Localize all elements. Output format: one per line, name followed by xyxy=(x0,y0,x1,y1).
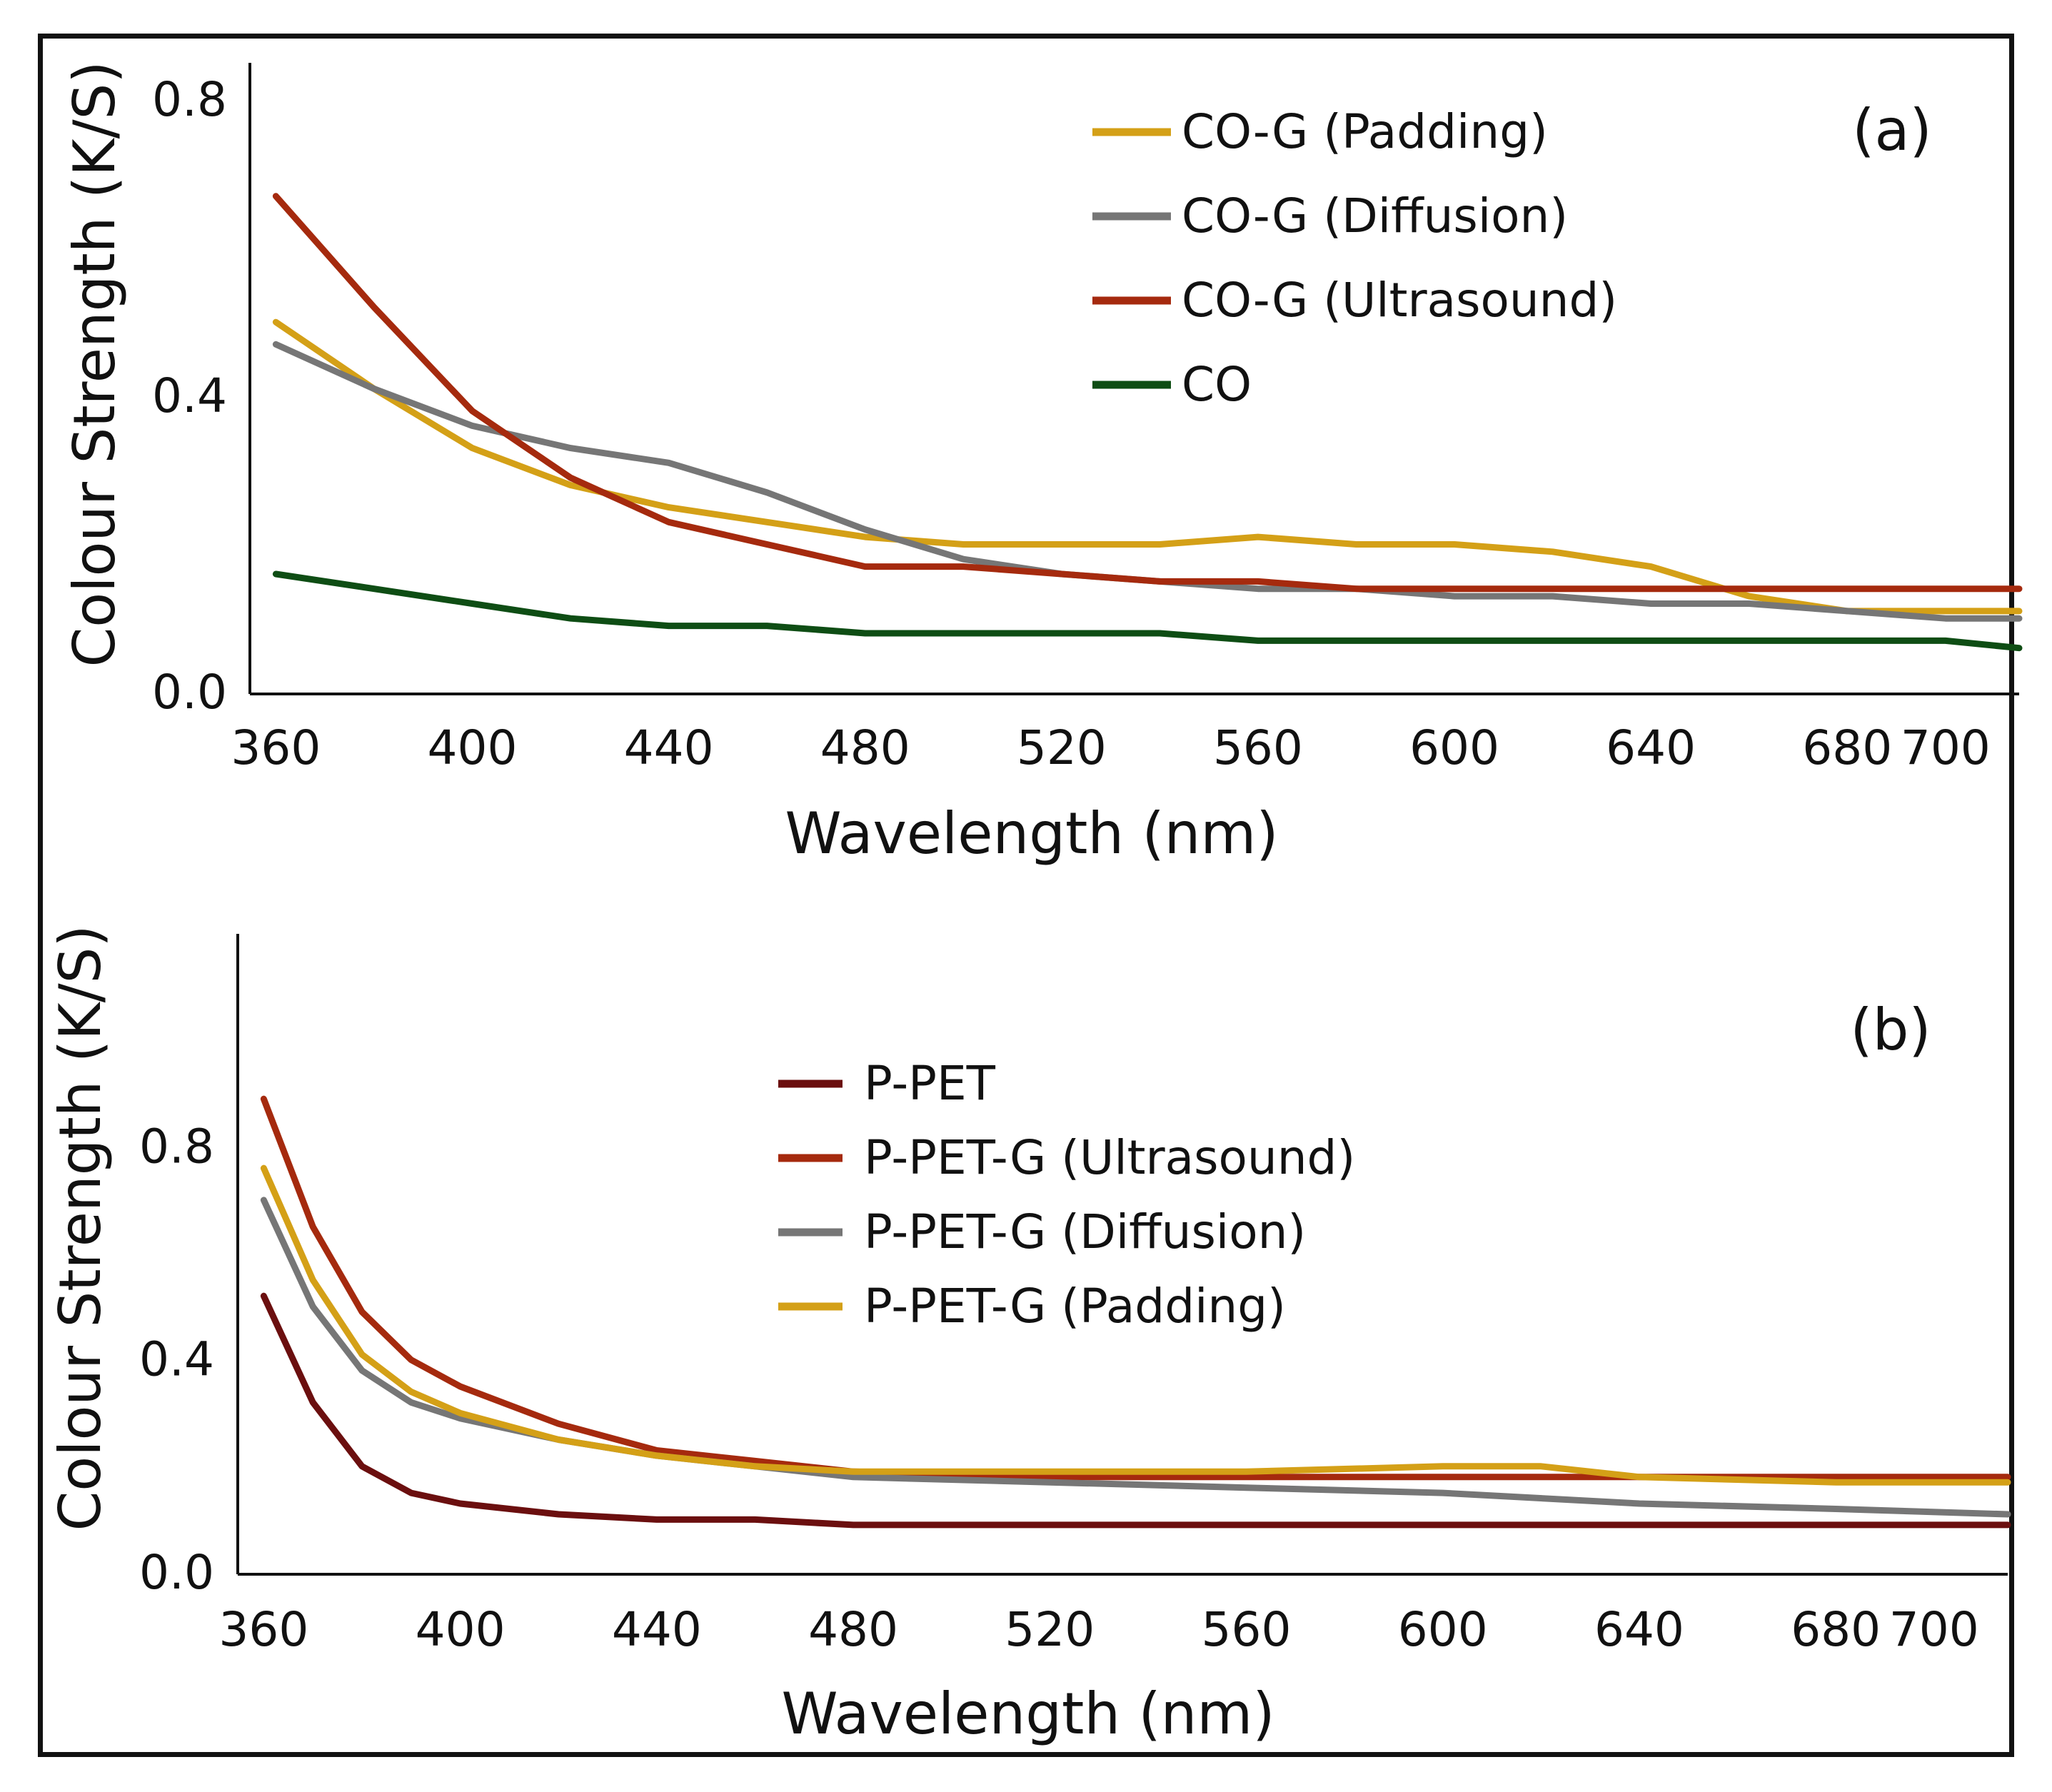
panel-a-legend-label-co-g-ultrasound: CO-G (Ultrasound) xyxy=(1182,273,1617,328)
panel-b-legend-label-p-pet-g-diffusion: P-PET-G (Diffusion) xyxy=(864,1204,1306,1259)
panel-a-x-tick-label: 680 xyxy=(1802,720,1892,775)
panel-a-x-tick-label: 440 xyxy=(624,720,714,775)
panel-b-legend-label-p-pet: P-PET xyxy=(864,1056,996,1111)
panel-b: 0.0 0.4 0.8 360 400 440 480 520 560 600 640 680 700… xyxy=(47,925,2011,1747)
panel-a-legend-label-co: CO xyxy=(1182,357,1252,412)
panel-b-x-tick-label: 440 xyxy=(612,1602,702,1657)
panel-a-series-lines xyxy=(272,193,2023,652)
panel-b-y-tick-label: 0.4 xyxy=(139,1332,214,1387)
panel-b-x-tick-label: 400 xyxy=(416,1602,506,1657)
panel-a-x-tick-label: 480 xyxy=(820,720,910,775)
panel-b-x-tick-label: 640 xyxy=(1594,1602,1684,1657)
panel-a-y-tick-label: 0.4 xyxy=(152,368,227,423)
panel-a-x-tick-label: 640 xyxy=(1606,720,1696,775)
panel-a-x-tick-label: 560 xyxy=(1213,720,1303,775)
panel-a-x-tick-label: 520 xyxy=(1017,720,1107,775)
panel-a-label: (a) xyxy=(1852,97,1931,163)
panel-a-y-tick-label: 0.0 xyxy=(152,665,227,720)
panel-a: 0.0 0.4 0.8 360 400 440 480 520 560 600 640 680 700… xyxy=(61,61,2023,867)
panel-b-x-tick-label: 480 xyxy=(808,1602,898,1657)
panel-a-y-tick-label: 0.8 xyxy=(152,72,227,127)
panel-b-legend-label-p-pet-g-ultrasound: P-PET-G (Ultrasound) xyxy=(864,1130,1355,1185)
panel-b-legend-label-p-pet-g-padding: P-PET-G (Padding) xyxy=(864,1279,1286,1334)
panel-b-x-tick-label: 600 xyxy=(1398,1602,1488,1657)
panel-b-y-tick-label: 0.0 xyxy=(139,1545,214,1600)
panel-b-x-tick-labels: 360 400 440 480 520 560 600 640 680 700 xyxy=(218,1602,1978,1657)
panel-a-x-tick-label: 700 xyxy=(1901,720,1991,775)
panel-a-y-tick-labels: 0.0 0.4 0.8 xyxy=(152,72,227,720)
panel-b-x-tick-label: 700 xyxy=(1889,1602,1979,1657)
panel-b-y-tick-labels: 0.0 0.4 0.8 xyxy=(139,1119,214,1600)
panel-b-y-tick-label: 0.8 xyxy=(139,1119,214,1174)
panel-b-x-tick-label: 680 xyxy=(1791,1602,1881,1657)
panel-a-x-axis-title: Wavelength (nm) xyxy=(785,800,1278,867)
panel-a-line-co-g-ultrasound xyxy=(272,193,2023,593)
panel-b-series-lines xyxy=(260,1095,2011,1529)
panel-b-x-tick-label: 520 xyxy=(1005,1602,1095,1657)
panel-a-line-co-g-padding xyxy=(272,318,2023,615)
panel-a-line-co xyxy=(272,570,2023,652)
panel-b-legend: P-PET P-PET-G (Ultrasound) P-PET-G (Diffus… xyxy=(778,1056,1355,1334)
panel-a-legend-label-co-g-padding: CO-G (Padding) xyxy=(1182,104,1548,159)
panel-a-x-tick-label: 600 xyxy=(1409,720,1499,775)
figure-frame xyxy=(38,34,2014,1757)
panel-b-y-axis-title: Colour Strength (K/S) xyxy=(47,925,114,1531)
panel-a-legend-label-co-g-diffusion: CO-G (Diffusion) xyxy=(1182,188,1568,243)
panel-a-x-tick-label: 400 xyxy=(428,720,518,775)
panel-b-line-p-pet-g-ultrasound xyxy=(260,1095,2011,1481)
panel-b-x-tick-label: 360 xyxy=(218,1602,308,1657)
panel-b-x-tick-label: 560 xyxy=(1202,1602,1292,1657)
panel-b-x-axis-title: Wavelength (nm) xyxy=(781,1681,1274,1747)
panel-a-x-tick-label: 360 xyxy=(231,720,321,775)
panel-b-label: (b) xyxy=(1850,997,1931,1063)
panel-a-x-tick-labels: 360 400 440 480 520 560 600 640 680 700 xyxy=(231,720,1990,775)
panel-b-line-p-pet xyxy=(260,1292,2011,1529)
panel-a-legend: CO-G (Padding) CO-G (Diffusion) CO-G (Ultr… xyxy=(1092,104,1617,412)
panel-a-y-axis-title: Colour Strength (K/S) xyxy=(61,61,128,667)
panel-b-line-p-pet-g-padding xyxy=(260,1164,2011,1486)
